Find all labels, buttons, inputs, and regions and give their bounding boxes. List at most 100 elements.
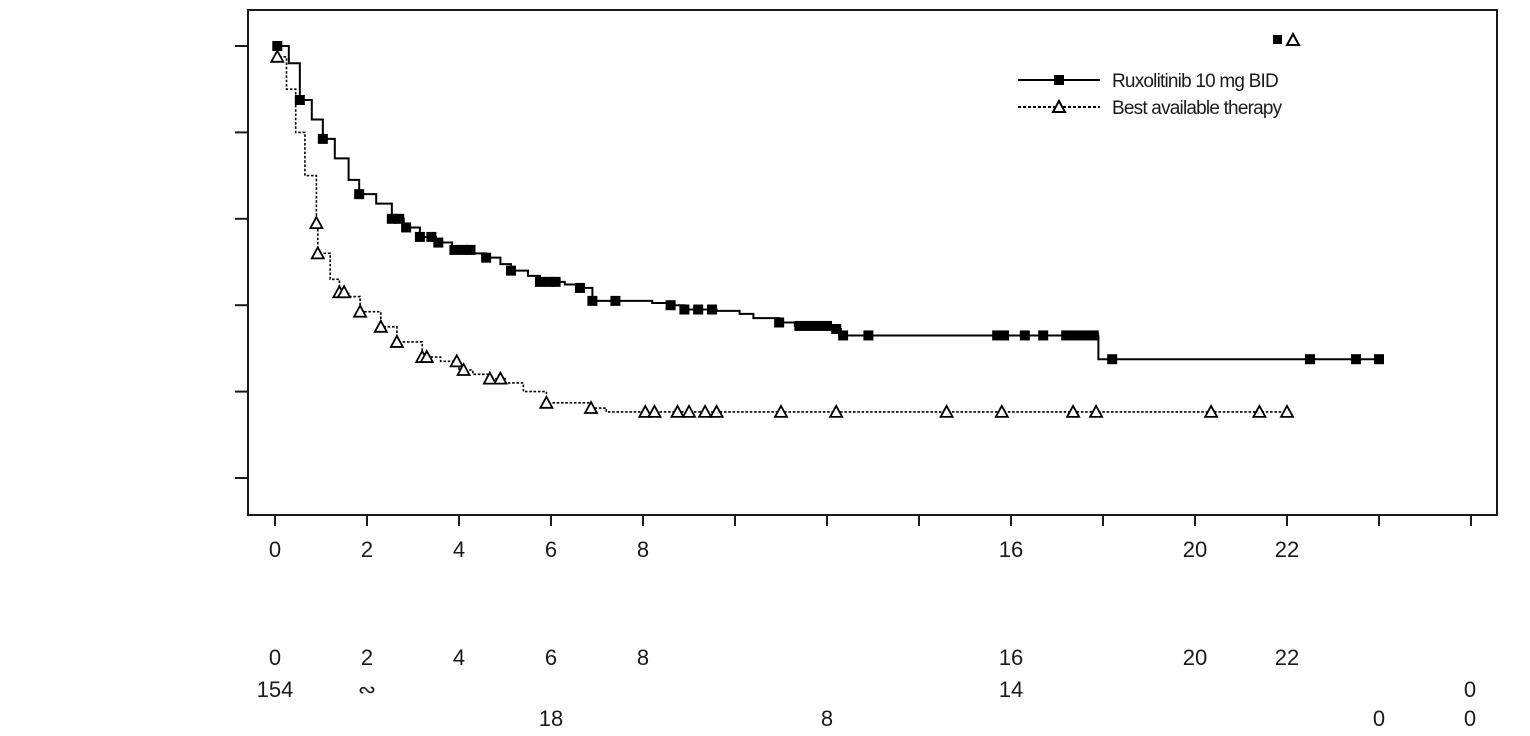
risk-table-time-label: 2 xyxy=(361,645,373,670)
censor-marker-triangle-icon xyxy=(352,303,368,318)
censor-marker-square-icon xyxy=(1038,330,1049,341)
censor-marker-triangle-icon xyxy=(697,404,713,418)
censor-marker-triangle-icon xyxy=(1065,404,1081,418)
censor-marker-square-icon xyxy=(1088,330,1099,341)
x-tick-label: 2 xyxy=(361,537,373,562)
censor-marker-triangle-icon xyxy=(449,353,465,368)
censor-marker-square-icon xyxy=(774,317,785,328)
x-tick-label: 20 xyxy=(1183,537,1207,562)
series-bat-curve xyxy=(269,48,1295,418)
censor-marker-square-icon xyxy=(1305,354,1315,365)
risk-table-header: 0 2 4 6 8 16 20 22 xyxy=(269,645,1299,670)
censor-marker-square-icon xyxy=(534,276,545,287)
censor-marker-square-icon xyxy=(665,300,676,311)
censor-marker-square-icon xyxy=(401,222,412,233)
censor-marker-triangle-icon xyxy=(828,404,844,418)
plot-frame xyxy=(247,9,1498,516)
censor-marker-triangle-icon xyxy=(389,334,405,348)
legend-entry-bat: Best available therapy xyxy=(1018,98,1283,119)
censor-marker-square-icon xyxy=(574,282,585,293)
risk-table-row-ruxolitinib: 154 ∾ 14 0 xyxy=(257,677,1476,702)
risk-table-count: 8 xyxy=(821,706,833,731)
censor-marker-triangle-icon xyxy=(308,215,324,230)
risk-table-count: 154 xyxy=(257,677,294,702)
risk-table-time-label: 22 xyxy=(1275,645,1299,670)
risk-table-count: 0 xyxy=(1464,677,1476,702)
censor-marker-square-icon xyxy=(386,213,397,224)
x-tick-label: 8 xyxy=(637,537,649,562)
censor-marker-triangle-icon xyxy=(538,394,554,409)
censor-marker-square-icon xyxy=(1374,354,1384,365)
censor-marker-square-icon xyxy=(863,330,874,341)
risk-table-count: 14 xyxy=(999,677,1023,702)
risk-table-count: 0 xyxy=(1373,706,1385,731)
filled-square-icon xyxy=(1054,75,1064,85)
censor-marker-triangle-icon xyxy=(773,404,789,418)
censor-marker-square-icon xyxy=(394,213,405,224)
risk-table-count: 0 xyxy=(1464,706,1476,731)
censor-marker-square-icon xyxy=(272,41,283,51)
censor-marker-triangle-icon xyxy=(709,404,725,418)
censor-marker-square-icon xyxy=(458,244,469,255)
censor-marker-triangle-icon xyxy=(637,404,653,418)
censor-marker-square-icon xyxy=(317,133,328,144)
censor-marker-square-icon xyxy=(449,244,460,255)
open-triangle-icon xyxy=(1051,98,1067,113)
censor-marker-square-icon xyxy=(1019,330,1030,341)
censor-marker-square-icon xyxy=(465,244,476,255)
y-axis-ticks xyxy=(235,45,248,479)
filled-square-icon xyxy=(1273,35,1282,44)
censor-marker-square-icon xyxy=(294,95,305,105)
x-tick-label: 6 xyxy=(545,537,557,562)
risk-table-row-bat: 18 8 0 0 xyxy=(539,706,1476,731)
censor-marker-square-icon xyxy=(822,320,832,331)
x-tick-label: 22 xyxy=(1275,537,1299,562)
x-tick-label: 4 xyxy=(453,537,465,562)
survival-curve xyxy=(275,45,1379,361)
censor-marker-triangle-icon xyxy=(994,404,1010,418)
censor-marker-square-icon xyxy=(505,265,516,276)
censor-marker-square-icon xyxy=(414,231,425,242)
censor-marker-square-icon xyxy=(794,320,805,331)
risk-table-count: 18 xyxy=(539,706,563,731)
risk-table-time-label: 8 xyxy=(637,645,649,670)
censor-marker-triangle-icon xyxy=(310,245,326,260)
censor-marker-square-icon xyxy=(587,295,598,306)
censor-marker-triangle-icon xyxy=(1203,404,1219,418)
censor-marker-triangle-icon xyxy=(373,318,389,333)
censor-marker-triangle-icon xyxy=(482,370,498,385)
censor-marker-square-icon xyxy=(1107,354,1118,365)
censor-marker-triangle-icon xyxy=(669,404,686,418)
risk-table-time-label: 20 xyxy=(1183,645,1207,670)
legend-marker-key xyxy=(1273,31,1301,46)
censor-marker-square-icon xyxy=(838,330,849,341)
censor-marker-square-icon xyxy=(1070,330,1081,341)
censor-marker-square-icon xyxy=(1079,330,1090,341)
censor-marker-triangle-icon xyxy=(1251,404,1267,418)
censor-marker-triangle-icon xyxy=(583,400,599,414)
risk-table-time-label: 0 xyxy=(269,645,281,670)
x-tick-label: 16 xyxy=(999,537,1023,562)
censor-marker-triangle-icon xyxy=(1279,404,1295,418)
censor-marker-square-icon xyxy=(433,237,444,248)
censor-marker-square-icon xyxy=(543,276,554,287)
x-tick-label: 0 xyxy=(269,537,281,562)
censor-marker-square-icon xyxy=(812,320,823,331)
legend-label-ruxolitinib: Ruxolitinib 10 mg BID xyxy=(1112,71,1278,92)
censor-marker-square-icon xyxy=(831,323,842,334)
legend-entry-ruxolitinib: Ruxolitinib 10 mg BID xyxy=(1018,71,1279,92)
censor-marker-triangle-icon xyxy=(336,284,352,299)
risk-table-time-label: 4 xyxy=(453,645,465,670)
censor-marker-square-icon xyxy=(481,252,492,263)
censor-marker-triangle-icon xyxy=(646,404,663,418)
censor-marker-square-icon xyxy=(679,304,690,315)
survival-curve xyxy=(275,56,1287,413)
risk-table-time-label: 6 xyxy=(545,645,557,670)
censor-marker-square-icon xyxy=(1061,330,1072,341)
censor-marker-triangle-icon xyxy=(939,404,955,418)
x-axis-ticks xyxy=(274,515,1472,526)
open-triangle-icon xyxy=(1285,31,1301,46)
censor-marker-square-icon xyxy=(550,276,561,287)
censor-marker-square-icon xyxy=(707,304,717,315)
legend-label-bat: Best available therapy xyxy=(1112,98,1283,119)
